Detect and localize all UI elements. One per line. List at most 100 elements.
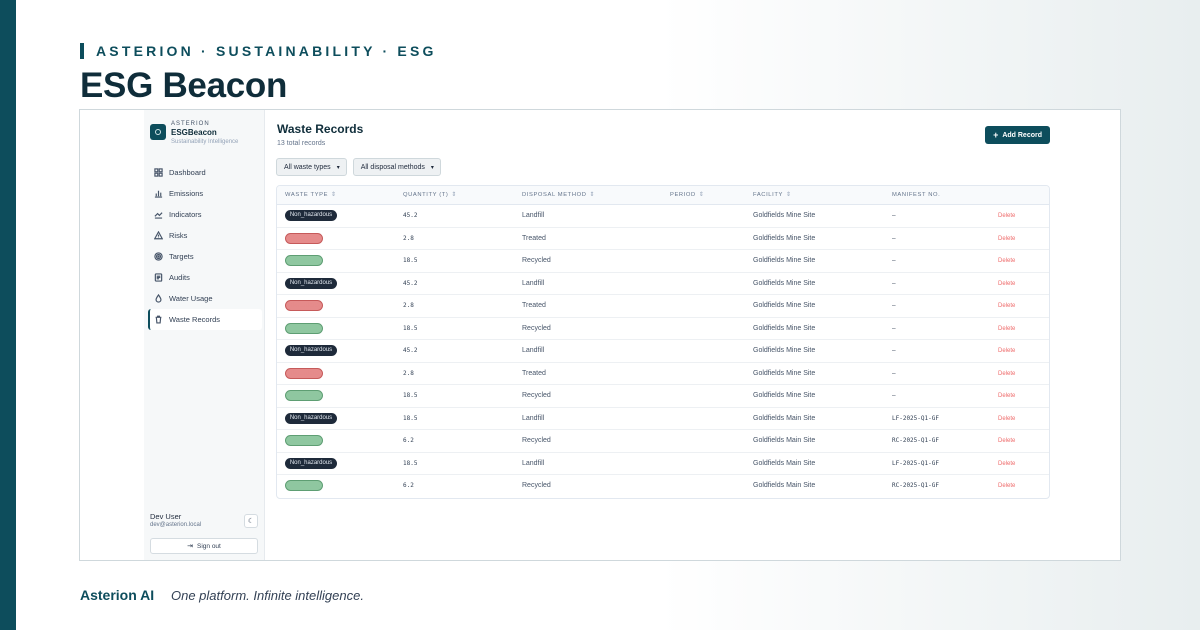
theme-toggle-button[interactable]: ☾	[244, 514, 258, 528]
table-row[interactable]: Non_hazardous 18.5 Landfill Goldfields Main…	[277, 453, 1049, 475]
disposal-method-filter-value: All disposal methods	[360, 163, 425, 171]
sidebar-item-water-usage[interactable]: Water Usage	[148, 288, 262, 309]
waste-records-table: WASTE TYPE ⇕ QUANTITY (T) ⇕ DISPOSAL METHO…	[276, 185, 1050, 499]
user-name: Dev User	[150, 512, 182, 521]
sidebar-item-waste-records[interactable]: Waste Records	[148, 309, 262, 330]
table-row[interactable]: Recyclable 6.2 Recycled Goldfields Main Sit…	[277, 475, 1049, 498]
sidebar-item-label: Targets	[169, 252, 194, 261]
delete-button[interactable]: Delete	[998, 235, 1016, 242]
waste-type-badge: Hazardous	[285, 232, 323, 244]
table-row[interactable]: Non_hazardous 45.2 Landfill Goldfields Mine…	[277, 205, 1049, 228]
sidebar-item-label: Water Usage	[169, 294, 213, 303]
table-row[interactable]: Non_hazardous 18.5 Landfill Goldfields Main…	[277, 408, 1049, 430]
delete-button[interactable]: Delete	[998, 348, 1016, 354]
facility-cell: Goldfields Mine Site	[753, 302, 816, 309]
section-title: Waste Records	[277, 122, 364, 136]
quantity-cell: 18.5	[403, 414, 418, 422]
sidebar-item-label: Waste Records	[169, 315, 220, 324]
quantity-cell: 18.5	[403, 257, 418, 264]
sort-icon: ⇕	[698, 192, 705, 198]
facility-cell: Goldfields Mine Site	[753, 324, 816, 332]
sidebar-item-label: Emissions	[169, 189, 204, 198]
delete-button[interactable]: Delete	[998, 460, 1016, 467]
disposal-method-cell: Recycled	[522, 392, 551, 399]
table-row[interactable]: Hazardous 2.8 Treated Goldfields Mine Site –…	[277, 295, 1049, 318]
bar-chart-icon	[154, 190, 163, 198]
table-body: Non_hazardous 45.2 Landfill Goldfields Mine…	[277, 205, 1049, 498]
add-record-button[interactable]: + Add Record	[985, 126, 1050, 144]
table-row[interactable]: Recyclable 6.2 Recycled Goldfields Main Sit…	[277, 430, 1049, 453]
disposal-method-cell: Landfill	[522, 347, 545, 354]
quantity-cell: 45.2	[403, 347, 418, 354]
column-header-quantity[interactable]: QUANTITY (T) ⇕	[403, 192, 457, 198]
delete-button[interactable]: Delete	[998, 370, 1016, 377]
facility-cell: Goldfields Mine Site	[753, 234, 816, 242]
facility-cell: Goldfields Main Site	[753, 482, 816, 489]
quantity-cell: 18.5	[403, 459, 418, 467]
chevron-down-icon: ▾	[336, 164, 340, 171]
sidebar-item-emissions[interactable]: Emissions	[148, 183, 262, 204]
sidebar-item-indicators[interactable]: Indicators	[148, 204, 262, 225]
sort-icon: ⇕	[785, 192, 792, 198]
document-icon	[154, 273, 163, 282]
waste-type-filter[interactable]: All waste types ▾	[276, 158, 347, 176]
delete-button[interactable]: Delete	[998, 438, 1016, 444]
waste-type-badge: Non_hazardous	[285, 412, 337, 424]
sign-out-button[interactable]: ⇥ Sign out	[150, 538, 258, 554]
delete-button[interactable]: Delete	[998, 415, 1016, 422]
add-record-label: Add Record	[1002, 131, 1042, 139]
manifest-cell: LF-2025-Q1-GF	[892, 459, 939, 467]
manifest-cell: –	[892, 302, 896, 309]
delete-button[interactable]: Delete	[998, 258, 1016, 264]
table-row[interactable]: Hazardous 2.8 Treated Goldfields Mine Site –…	[277, 363, 1049, 385]
delete-button[interactable]: Delete	[998, 325, 1016, 332]
table-row[interactable]: Hazardous 2.8 Treated Goldfields Mine Site –…	[277, 228, 1049, 250]
table-row[interactable]: Recyclable 18.5 Recycled Goldfields Mine Si…	[277, 250, 1049, 273]
target-icon	[154, 252, 163, 261]
disposal-method-cell: Recycled	[522, 437, 551, 444]
sidebar-item-label: Audits	[169, 273, 190, 282]
table-row[interactable]: Recyclable 18.5 Recycled Goldfields Mine Si…	[277, 318, 1049, 340]
sidebar-item-risks[interactable]: Risks	[148, 225, 262, 246]
sidebar-nav: Dashboard Emissions Indicators Risks Tar…	[148, 162, 262, 330]
logo-tagline: Sustainability Intelligence	[171, 139, 239, 145]
quantity-cell: 6.2	[403, 437, 414, 444]
sidebar-item-label: Dashboard	[169, 168, 206, 177]
disposal-method-cell: Landfill	[522, 414, 545, 422]
disposal-method-filter[interactable]: All disposal methods ▾	[352, 158, 441, 176]
table-row[interactable]: Recyclable 18.5 Recycled Goldfields Mine Si…	[277, 385, 1049, 408]
app-window: ASTERION ESGBeacon Sustainability Intell…	[144, 110, 1057, 560]
disposal-method-cell: Recycled	[522, 257, 551, 264]
column-header-period[interactable]: PERIOD ⇕	[670, 192, 705, 198]
delete-button[interactable]: Delete	[998, 483, 1016, 489]
manifest-cell: –	[892, 212, 896, 219]
user-email: dev@asterion.local	[150, 522, 202, 528]
column-header-waste-type[interactable]: WASTE TYPE ⇕	[285, 192, 337, 198]
waste-type-badge: Non_hazardous	[285, 277, 337, 289]
delete-button[interactable]: Delete	[998, 393, 1016, 399]
sidebar-item-dashboard[interactable]: Dashboard	[148, 162, 262, 183]
waste-type-badge: Non_hazardous	[285, 457, 337, 469]
disposal-method-cell: Landfill	[522, 279, 545, 287]
delete-button[interactable]: Delete	[998, 213, 1016, 219]
manifest-cell: –	[892, 257, 896, 264]
facility-cell: Goldfields Mine Site	[753, 392, 816, 399]
column-header-facility[interactable]: FACILITY ⇕	[753, 192, 792, 198]
delete-button[interactable]: Delete	[998, 280, 1016, 287]
table-row[interactable]: Non_hazardous 45.2 Landfill Goldfields Mine…	[277, 273, 1049, 295]
droplet-icon	[155, 294, 162, 303]
brand-mark	[80, 43, 84, 59]
logo-icon	[150, 124, 166, 140]
facility-cell: Goldfields Mine Site	[753, 279, 816, 287]
sidebar-item-audits[interactable]: Audits	[148, 267, 262, 288]
footer-brand: Asterion AI	[80, 587, 155, 603]
manifest-cell: RC-2025-Q1-GF	[892, 437, 939, 444]
table-row[interactable]: Non_hazardous 45.2 Landfill Goldfields Mine…	[277, 340, 1049, 363]
manifest-cell: –	[892, 234, 896, 242]
left-accent-bar	[0, 0, 16, 630]
logo[interactable]: ASTERION ESGBeacon Sustainability Intell…	[150, 120, 238, 146]
sidebar-item-targets[interactable]: Targets	[148, 246, 262, 267]
line-chart-icon	[154, 212, 163, 219]
delete-button[interactable]: Delete	[998, 303, 1016, 309]
column-header-disposal-method[interactable]: DISPOSAL METHOD ⇕	[522, 192, 595, 198]
